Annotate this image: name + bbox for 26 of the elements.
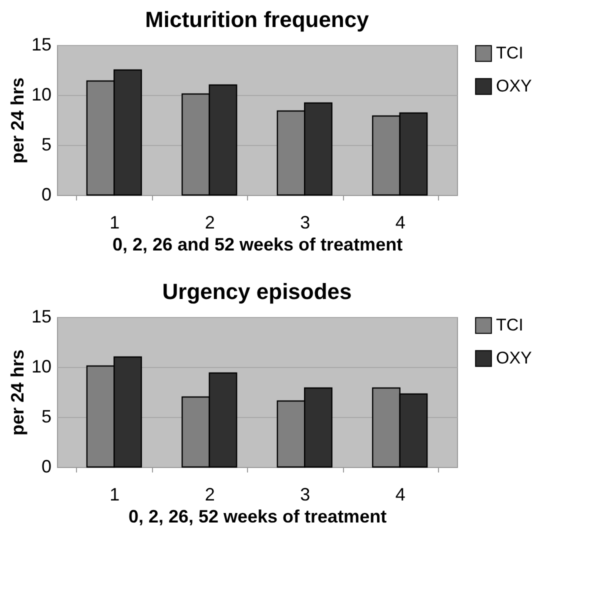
y-tick-label: 10 <box>31 356 52 376</box>
x-tick-label: 3 <box>300 212 310 232</box>
y-tick-label: 15 <box>31 306 52 326</box>
x-axis-title: 0, 2, 26, 52 weeks of treatment <box>128 506 387 526</box>
x-axis-title: 0, 2, 26 and 52 weeks of treatment <box>112 234 403 254</box>
y-tick-label: 10 <box>31 84 52 104</box>
x-tick-label: 2 <box>204 212 215 232</box>
x-tick-label: 4 <box>395 484 406 504</box>
y-axis-title: per 24 hrs <box>7 349 28 436</box>
x-tick-label: 1 <box>110 484 120 504</box>
x-tick-label: 4 <box>395 212 406 232</box>
x-tick-label: 1 <box>110 212 120 232</box>
legend-label: TCI <box>496 44 524 62</box>
y-axis-title: per 24 hrs <box>7 77 28 164</box>
chart-title: Micturition frequency <box>145 7 370 32</box>
x-tick-label: 3 <box>300 484 310 504</box>
y-tick-label: 15 <box>31 34 52 54</box>
x-tick-label: 2 <box>204 484 215 504</box>
legend-label: OXY <box>496 76 532 96</box>
y-tick-label: 5 <box>41 134 52 154</box>
y-tick-label: 5 <box>41 406 52 426</box>
legend-label: TCI <box>496 316 524 334</box>
legend-label: OXY <box>496 348 532 368</box>
chart-title: Urgency episodes <box>162 279 352 304</box>
y-tick-label: 0 <box>41 184 52 204</box>
y-tick-label: 0 <box>41 456 52 476</box>
